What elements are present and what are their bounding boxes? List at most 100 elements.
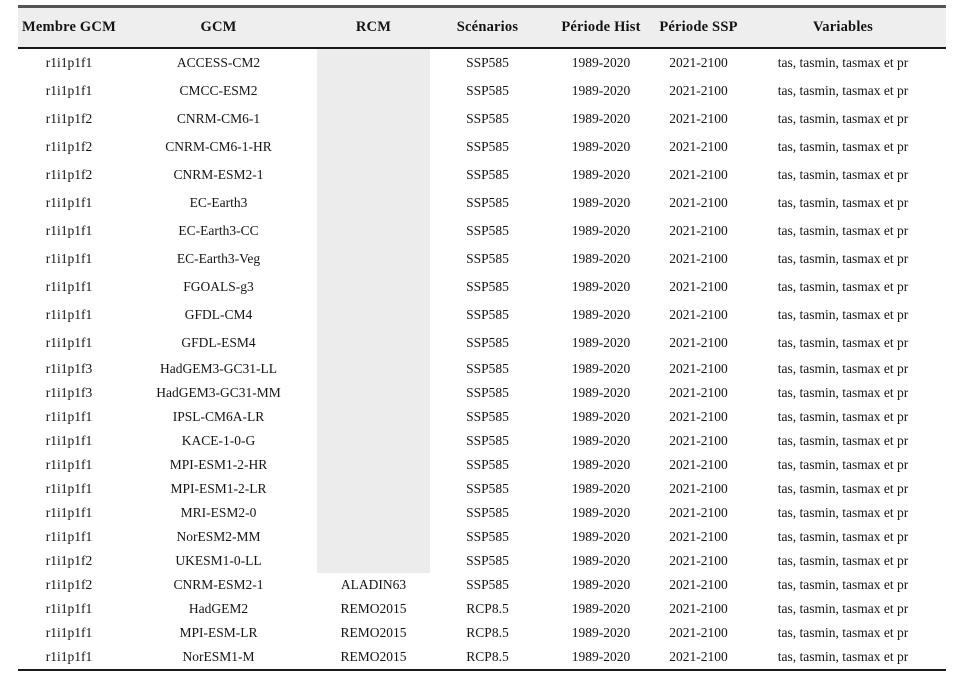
cell-variables: tas, tasmin, tasmax et pr (777, 553, 909, 568)
cell-gcm: KACE-1-0-G (181, 433, 256, 448)
cell-membre: r1i1p1f2 (45, 577, 93, 592)
cell-periode_ssp: 2021-2100 (669, 625, 728, 640)
cell-periode_hist: 1989-2020 (571, 577, 631, 592)
cell-rcm (317, 77, 430, 105)
cell-periode_ssp: 2021-2100 (669, 577, 728, 592)
cell-periode_hist: 1989-2020 (571, 111, 631, 126)
cell-periode_ssp: 2021-2100 (669, 529, 728, 544)
cell-scenario: SSP585 (466, 195, 509, 210)
cell-rcm (317, 429, 430, 453)
table-row: r1i1p1f2 CNRM-ESM2-1 ALADIN63 SSP585 1989-20… (18, 573, 946, 597)
cell-membre: r1i1p1f1 (45, 307, 93, 322)
column-header-scenario: Scénarios (430, 5, 545, 49)
cell-rcm (317, 133, 430, 161)
cell-scenario: SSP585 (466, 307, 509, 322)
table-row: r1i1p1f1 FGOALS-g3 SSP585 1989-2020 2021-210… (18, 273, 946, 301)
column-header-periode_hist: Période Hist (545, 5, 657, 49)
cell-membre: r1i1p1f1 (45, 195, 93, 210)
cell-membre: r1i1p1f3 (45, 385, 93, 400)
cell-scenario: SSP585 (466, 83, 509, 98)
cell-gcm: CNRM-ESM2-1 (173, 167, 264, 182)
cell-gcm: CMCC-ESM2 (179, 83, 258, 98)
cell-variables: tas, tasmin, tasmax et pr (740, 645, 946, 671)
cell-membre: r1i1p1f1 (18, 645, 120, 671)
cell-periode_hist: 1989-2020 (571, 167, 631, 182)
cell-periode_hist: 1989-2020 (571, 433, 631, 448)
cell-gcm: IPSL-CM6A-LR (172, 409, 265, 424)
cell-periode_ssp: 2021-2100 (669, 223, 728, 238)
table-row: r1i1p1f1 MPI-ESM1-2-HR SSP585 1989-2020 2021… (18, 453, 946, 477)
cell-periode_ssp: 2021-2100 (669, 111, 728, 126)
cell-gcm: MRI-ESM2-0 (180, 505, 257, 520)
cell-periode_ssp: 2021-2100 (669, 361, 728, 376)
cell-variables: tas, tasmin, tasmax et pr (777, 433, 909, 448)
table-row: r1i1p1f2 CNRM-CM6-1-HR SSP585 1989-2020 2021… (18, 133, 946, 161)
column-header-periode_ssp: Période SSP (657, 5, 740, 49)
cell-rcm (317, 381, 430, 405)
cell-scenario: SSP585 (466, 139, 509, 154)
cell-variables: tas, tasmin, tasmax et pr (777, 577, 909, 592)
cell-gcm: HadGEM3-GC31-LL (160, 361, 277, 376)
cell-periode_ssp: 2021-2100 (669, 553, 728, 568)
cell-rcm (317, 405, 430, 429)
cell-membre: r1i1p1f1 (45, 335, 93, 350)
cell-membre: r1i1p1f1 (45, 625, 93, 640)
cell-periode_ssp: 2021-2100 (669, 195, 728, 210)
table-row: r1i1p1f1 MPI-ESM1-2-LR SSP585 1989-2020 2021… (18, 477, 946, 501)
cell-periode_hist: 1989-2020 (571, 279, 631, 294)
cell-variables: tas, tasmin, tasmax et pr (777, 335, 909, 350)
cell-gcm: GFDL-ESM4 (181, 335, 256, 350)
cell-periode_hist: 1989-2020 (571, 361, 631, 376)
cell-membre: r1i1p1f1 (45, 279, 93, 294)
cell-membre: r1i1p1f2 (45, 139, 93, 154)
cell-gcm: CNRM-ESM2-1 (173, 577, 264, 592)
table-row: r1i1p1f1 EC-Earth3-CC SSP585 1989-2020 2021-… (18, 217, 946, 245)
cell-variables: tas, tasmin, tasmax et pr (777, 505, 909, 520)
table-row: r1i1p1f3 HadGEM3-GC31-LL SSP585 1989-2020 20… (18, 357, 946, 381)
cell-scenario: SSP585 (466, 223, 509, 238)
column-header-rcm: RCM (317, 5, 430, 49)
cell-periode_hist: 1989-2020 (571, 625, 631, 640)
cell-gcm: EC-Earth3-CC (178, 223, 259, 238)
cell-scenario: RCP8.5 (430, 645, 545, 671)
cell-gcm: EC-Earth3-Veg (176, 251, 261, 266)
cell-rcm (317, 189, 430, 217)
cell-membre: r1i1p1f1 (45, 601, 93, 616)
cell-membre: r1i1p1f1 (45, 529, 93, 544)
cell-rcm: ALADIN63 (340, 577, 407, 592)
cell-periode_ssp: 2021-2100 (669, 55, 728, 70)
table-row: r1i1p1f1 GFDL-CM4 SSP585 1989-2020 2021-2100… (18, 301, 946, 329)
table-header: Membre GCM GCM RCM Scénarios Période Hist Pér… (18, 5, 946, 49)
cell-rcm: REMO2015 (317, 645, 430, 671)
cell-periode_hist: 1989-2020 (571, 601, 631, 616)
cell-gcm: MPI-ESM1-2-HR (169, 457, 268, 472)
table-row: r1i1p1f1 MRI-ESM2-0 SSP585 1989-2020 2021-21… (18, 501, 946, 525)
cell-periode_hist: 1989-2020 (545, 645, 657, 671)
cell-periode_hist: 1989-2020 (571, 223, 631, 238)
cell-rcm (317, 501, 430, 525)
cell-periode_hist: 1989-2020 (571, 505, 631, 520)
cell-periode_ssp: 2021-2100 (669, 335, 728, 350)
cell-periode_hist: 1989-2020 (571, 195, 631, 210)
cell-gcm: MPI-ESM1-2-LR (170, 481, 267, 496)
column-header-membre: Membre GCM (18, 5, 120, 49)
cell-periode_ssp: 2021-2100 (669, 505, 728, 520)
cell-scenario: SSP585 (466, 251, 509, 266)
cell-scenario: SSP585 (466, 433, 509, 448)
cell-variables: tas, tasmin, tasmax et pr (777, 251, 909, 266)
cell-periode_ssp: 2021-2100 (669, 83, 728, 98)
table-row: r1i1p1f1 CMCC-ESM2 SSP585 1989-2020 2021-210… (18, 77, 946, 105)
cell-scenario: SSP585 (466, 335, 509, 350)
cell-variables: tas, tasmin, tasmax et pr (777, 409, 909, 424)
cell-variables: tas, tasmin, tasmax et pr (777, 111, 909, 126)
cell-scenario: SSP585 (466, 361, 509, 376)
cell-periode_hist: 1989-2020 (571, 251, 631, 266)
cell-scenario: SSP585 (466, 481, 509, 496)
cell-membre: r1i1p1f1 (45, 251, 93, 266)
cell-scenario: SSP585 (466, 167, 509, 182)
cell-gcm: EC-Earth3 (189, 195, 248, 210)
table-row: r1i1p1f1 ACCESS-CM2 SSP585 1989-2020 2021-21… (18, 48, 946, 77)
cell-scenario: SSP585 (466, 457, 509, 472)
cell-variables: tas, tasmin, tasmax et pr (777, 223, 909, 238)
cell-gcm: NorESM2-MM (176, 529, 261, 544)
